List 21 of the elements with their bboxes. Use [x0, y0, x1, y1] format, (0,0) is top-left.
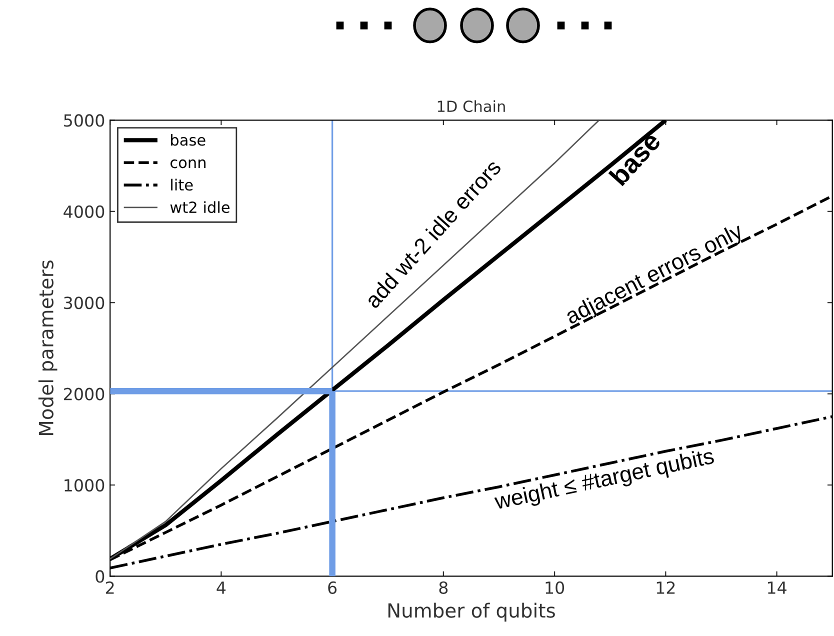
x-tick-label: 8	[439, 581, 448, 594]
x-axis-title: Number of qubits	[388, 602, 555, 622]
x-tick-label: 14	[768, 582, 786, 594]
x-tick-label: 6	[328, 581, 337, 594]
legend-label: base	[171, 134, 206, 146]
x-tick-label: 2	[106, 581, 114, 594]
y-tick-label: 0	[96, 570, 104, 583]
chart-title: 1D Chain	[438, 100, 505, 112]
legend-label: conn	[170, 159, 206, 168]
x-tick-label: 12	[656, 581, 675, 594]
x-tick-label: 4	[216, 582, 226, 594]
y-tick-label: 3000	[64, 296, 104, 310]
y-tick-label: 4000	[64, 205, 104, 218]
y-tick-label: 2000	[64, 388, 104, 400]
legend-label: wt2 idle	[170, 201, 230, 214]
x-tick-label: 10	[546, 581, 564, 594]
y-tick-label: 1000	[64, 478, 104, 492]
y-axis-title: Model parameters	[38, 260, 58, 435]
y-tick-label: 5000	[64, 114, 104, 127]
annotation: weight ≤ #target qubits	[493, 447, 716, 514]
legend-label: lite	[171, 178, 193, 191]
